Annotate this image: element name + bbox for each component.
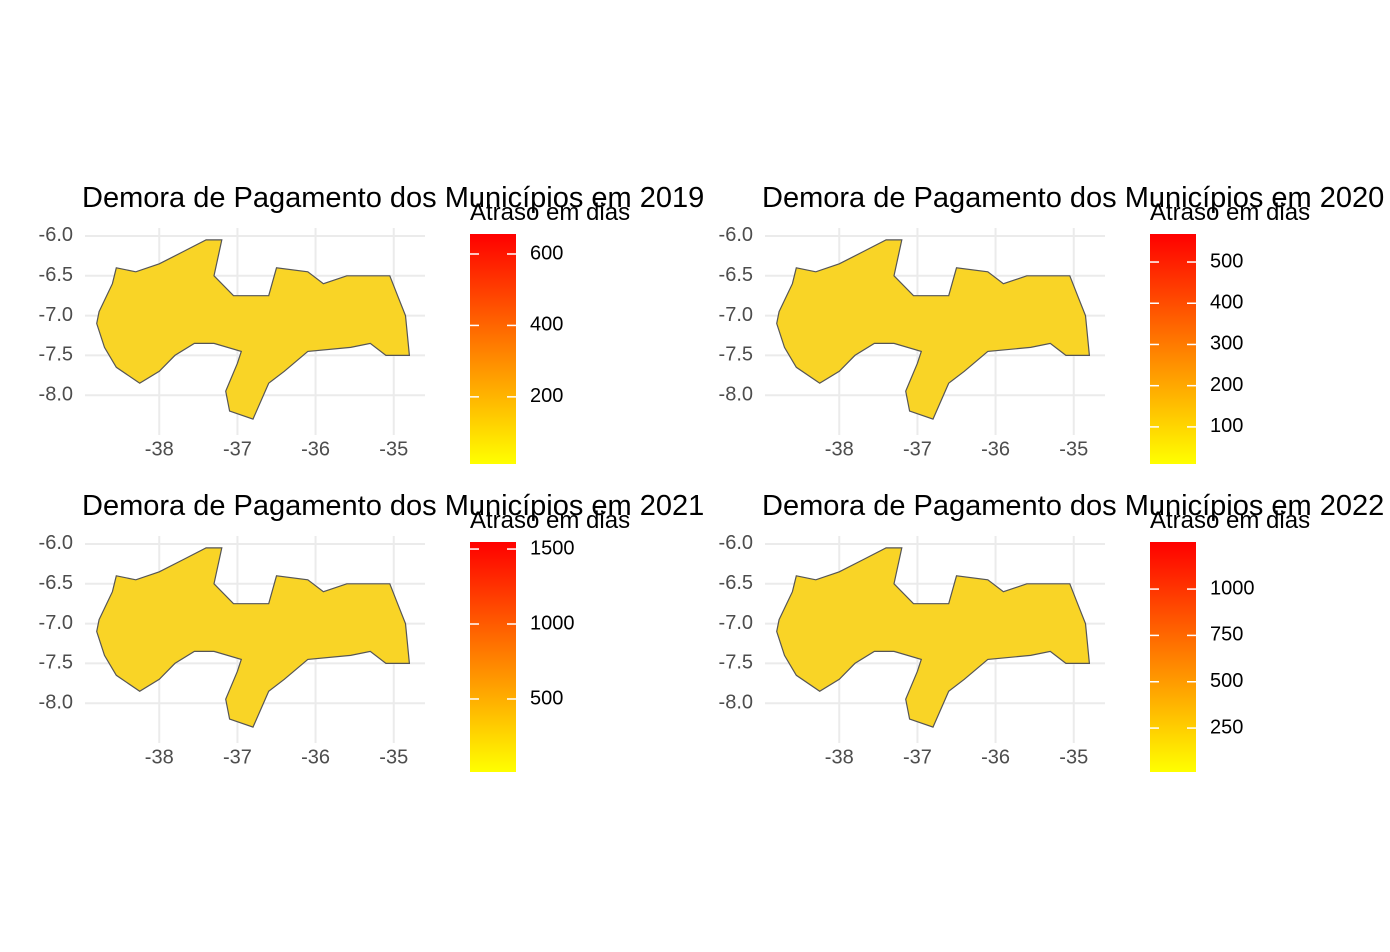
- chart-title: Demora de Pagamento dos Municípios em 20…: [82, 182, 704, 214]
- colorbar-tick-label: 500: [1210, 670, 1243, 692]
- colorbar-tick-label: 1500: [530, 537, 575, 559]
- y-tick-label: -7.5: [719, 652, 753, 674]
- x-tick-label: -36: [981, 746, 1010, 768]
- y-tick-label: -6.5: [39, 572, 73, 594]
- y-tick-label: -8.0: [719, 691, 753, 713]
- x-tick-label: -37: [223, 746, 252, 768]
- colorbar-tick-label: 750: [1210, 624, 1243, 646]
- x-tick-label: -37: [223, 438, 252, 460]
- chart-title: Demora de Pagamento dos Municípios em 20…: [762, 182, 1384, 214]
- x-tick-label: -37: [903, 438, 932, 460]
- y-tick-label: -7.0: [39, 304, 73, 326]
- map-region: [96, 547, 411, 728]
- x-tick-label: -35: [379, 746, 408, 768]
- y-tick-label: -6.0: [39, 224, 73, 246]
- x-tick-label: -38: [825, 746, 854, 768]
- colorbar: [470, 542, 516, 772]
- y-tick-label: -6.5: [719, 264, 753, 286]
- legend-title: Atraso em dias: [470, 199, 630, 226]
- x-tick-label: -36: [301, 438, 330, 460]
- y-tick-label: -7.0: [719, 304, 753, 326]
- colorbar-tick-label: 500: [530, 687, 563, 709]
- y-tick-label: -6.5: [39, 264, 73, 286]
- x-tick-label: -35: [1059, 438, 1088, 460]
- map-region: [776, 239, 1091, 420]
- colorbar-tick-label: 600: [530, 242, 563, 264]
- colorbar-tick-label: 200: [1210, 374, 1243, 396]
- x-tick-label: -35: [1059, 746, 1088, 768]
- x-tick-label: -38: [825, 438, 854, 460]
- x-tick-label: -35: [379, 438, 408, 460]
- legend-title: Atraso em dias: [1150, 199, 1310, 226]
- colorbar: [1150, 542, 1196, 772]
- legend-title: Atraso em dias: [470, 507, 630, 534]
- colorbar-tick-label: 500: [1210, 250, 1243, 272]
- colorbar-tick-label: 1000: [530, 612, 575, 634]
- map-region: [776, 547, 1091, 728]
- y-tick-label: -7.5: [719, 344, 753, 366]
- legend-title: Atraso em dias: [1150, 507, 1310, 534]
- y-tick-label: -7.0: [39, 612, 73, 634]
- chart-title: Demora de Pagamento dos Municípios em 20…: [82, 490, 704, 522]
- y-tick-label: -6.5: [719, 572, 753, 594]
- y-tick-label: -7.0: [719, 612, 753, 634]
- colorbar-tick-label: 250: [1210, 716, 1243, 738]
- colorbar-tick-label: 1000: [1210, 577, 1255, 599]
- y-tick-label: -6.0: [719, 532, 753, 554]
- y-tick-label: -8.0: [719, 383, 753, 405]
- colorbar: [470, 234, 516, 464]
- chart-title: Demora de Pagamento dos Municípios em 20…: [762, 490, 1384, 522]
- colorbar: [1150, 234, 1196, 464]
- y-tick-label: -6.0: [39, 532, 73, 554]
- x-tick-label: -36: [981, 438, 1010, 460]
- colorbar-tick-label: 100: [1210, 415, 1243, 437]
- colorbar-tick-label: 400: [1210, 292, 1243, 314]
- y-tick-label: -7.5: [39, 652, 73, 674]
- x-tick-label: -38: [145, 438, 174, 460]
- map-region: [96, 239, 411, 420]
- colorbar-tick-label: 200: [530, 385, 563, 407]
- colorbar-tick-label: 300: [1210, 333, 1243, 355]
- y-tick-label: -8.0: [39, 383, 73, 405]
- y-tick-label: -8.0: [39, 691, 73, 713]
- x-tick-label: -36: [301, 746, 330, 768]
- y-tick-label: -6.0: [719, 224, 753, 246]
- x-tick-label: -38: [145, 746, 174, 768]
- y-tick-label: -7.5: [39, 344, 73, 366]
- x-tick-label: -37: [903, 746, 932, 768]
- colorbar-tick-label: 400: [530, 314, 563, 336]
